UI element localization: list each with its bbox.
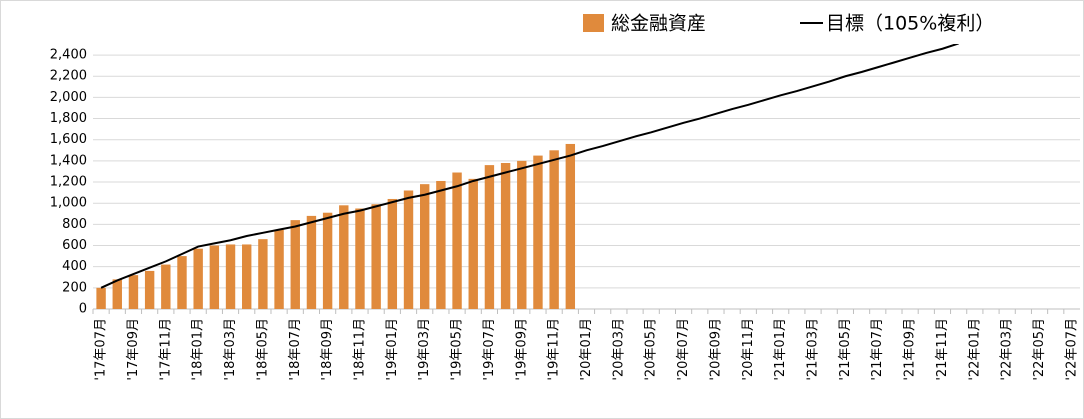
x-tick-label: '20年07月: [676, 318, 691, 381]
bar: [419, 184, 430, 309]
y-tick-label: 400: [62, 259, 87, 274]
bar: [128, 275, 139, 309]
y-tick-label: 200: [62, 280, 87, 295]
x-tick-label: '19年05月: [450, 318, 465, 381]
x-tick-label: '20年11月: [741, 318, 756, 381]
x-tick-label: '18年09月: [320, 318, 335, 381]
plot-area: [96, 44, 959, 309]
x-tick-label: '21年03月: [806, 318, 821, 381]
x-tick-label: '19年09月: [514, 318, 529, 381]
x-tick-label: '18年07月: [288, 318, 303, 381]
bar: [242, 244, 252, 309]
bar: [144, 270, 155, 309]
x-tick-label: '21年07月: [870, 318, 885, 381]
bar: [161, 264, 171, 309]
x-tick-label: '20年09月: [708, 318, 723, 381]
x-tick-label: '18年01月: [191, 318, 206, 381]
legend-swatch: [583, 14, 604, 32]
bar: [209, 245, 220, 309]
bar: [452, 172, 462, 309]
y-tick-label: 1,400: [50, 153, 87, 168]
bar: [403, 190, 414, 309]
x-tick-label: '21年05月: [838, 318, 853, 381]
bar: [274, 229, 284, 309]
bar: [549, 150, 559, 309]
y-tick-label: 1,600: [50, 132, 87, 147]
bar: [193, 248, 203, 309]
bar: [484, 165, 495, 309]
x-tick-label: '22年07月: [1064, 318, 1079, 381]
x-tick-label: '22年01月: [967, 318, 982, 381]
x-tick-label: '19年01月: [385, 318, 400, 381]
x-tick-label: '19年07月: [482, 318, 497, 381]
x-tick-label: '22年05月: [1032, 318, 1047, 381]
x-tick-label: '17年11月: [158, 318, 173, 381]
bar: [500, 162, 511, 309]
x-tick-label: '18年05月: [255, 318, 270, 381]
y-tick-label: 1,800: [50, 111, 87, 126]
bar: [468, 178, 478, 309]
bar: [306, 215, 317, 309]
x-tick-label: '21年09月: [903, 318, 918, 381]
x-tick-label: '20年01月: [579, 318, 594, 381]
bar: [371, 204, 381, 309]
legend-label: 総金融資産: [611, 13, 706, 35]
y-tick-label: 800: [62, 217, 87, 232]
y-tick-label: 1,000: [50, 196, 87, 211]
bar: [225, 244, 236, 309]
y-tick-label: 2,400: [50, 48, 87, 63]
x-tick-label: '19年03月: [417, 318, 432, 381]
x-tick-label: '18年03月: [223, 318, 238, 381]
y-tick-label: 2,200: [50, 69, 87, 84]
x-tick-label: '17年07月: [94, 318, 109, 381]
y-tick-label: 600: [62, 238, 87, 253]
x-tick-label: '21年01月: [773, 318, 788, 381]
bar: [517, 160, 527, 309]
legend-label: 目標（105%複利）: [826, 13, 994, 35]
line: [100, 44, 959, 289]
bar: [290, 220, 300, 309]
bar: [322, 212, 333, 309]
y-tick-label: 0: [79, 302, 87, 317]
x-tick-label: '19年11月: [547, 318, 562, 381]
bar: [177, 256, 187, 309]
bar: [436, 180, 446, 309]
bar: [339, 205, 349, 309]
bar: [96, 287, 106, 309]
x-tick-label: '20年05月: [644, 318, 659, 381]
bar: [355, 208, 365, 309]
bar: [258, 239, 268, 309]
y-tick-label: 2,000: [50, 90, 87, 105]
x-tick-label: '17年09月: [126, 318, 141, 381]
x-tick-label: '20年03月: [611, 318, 626, 381]
bar: [533, 155, 543, 309]
bar: [387, 198, 398, 309]
x-tick-label: '21年11月: [935, 318, 950, 381]
y-tick-label: 1,200: [50, 175, 87, 190]
x-tick-label: '18年11月: [352, 318, 367, 381]
x-tick-label: '22年03月: [1000, 318, 1015, 381]
bar: [565, 143, 576, 309]
bar: [112, 279, 122, 309]
